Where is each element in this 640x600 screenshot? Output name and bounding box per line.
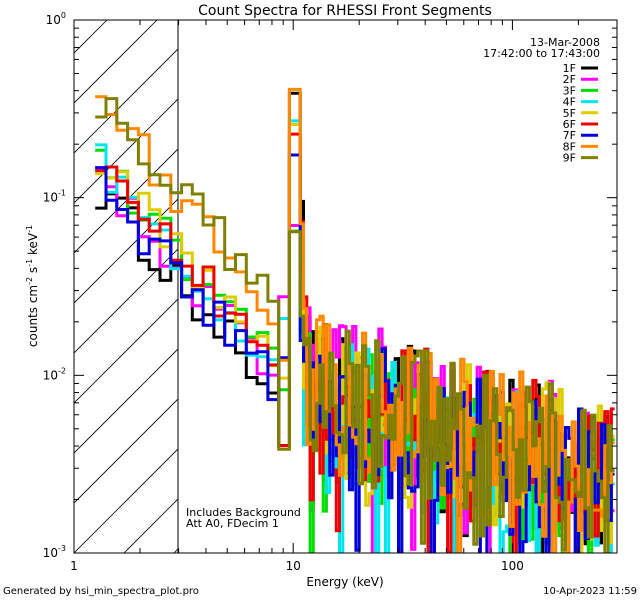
x-axis-label: Energy (keV) [306, 575, 383, 589]
legend-label: 1F [563, 62, 576, 75]
annotation-attenuator: Att A0, FDecim 1 [186, 517, 279, 530]
legend-time-range: 17:42:00 to 17:43:00 [483, 47, 600, 60]
hatch-line [74, 448, 178, 553]
hatch-line [74, 398, 178, 504]
footer-generator: Generated by hsi_min_spectra_plot.pro [3, 586, 199, 597]
y-axis-label-exp1: -2 [25, 277, 34, 285]
hatch-line [624, 20, 640, 553]
series-lines [95, 87, 615, 553]
hatch-line [74, 248, 178, 354]
hatch-line [74, 20, 158, 104]
legend-label: 3F [563, 84, 576, 97]
y-axis-label-base: counts cm [26, 285, 40, 347]
series-9F [95, 97, 615, 553]
y-tick-label: 10-2 [43, 366, 66, 382]
legend-label: 4F [563, 96, 576, 109]
legend-label: 8F [563, 140, 576, 153]
x-axis-ticks: 1 10 100 [70, 20, 618, 573]
legend-label: 2F [563, 73, 576, 86]
footer-timestamp: 10-Apr-2023 11:59 [543, 586, 637, 597]
hatch-line [74, 198, 178, 304]
legend-date: 13-Mar-2008 [530, 36, 600, 49]
x-tick-label: 10 [286, 559, 301, 573]
chart-title: Count Spectra for RHESSI Front Segments [198, 3, 492, 19]
y-axis-label-mid1: s [26, 267, 40, 277]
y-tick-label: 10-1 [43, 189, 66, 205]
y-axis-label-mid2: keV [26, 232, 40, 259]
x-tick-label: 100 [501, 559, 524, 573]
annotation-background: Includes Background [186, 506, 301, 519]
hatch-line [0, 20, 7, 553]
y-axis-label: counts cm-2 s-1 keV-1 [25, 225, 40, 347]
legend-label: 9F [563, 152, 576, 165]
y-tick-label: 100 [46, 11, 66, 27]
y-axis-label-exp2: -1 [25, 259, 34, 267]
y-tick-label: 10-3 [43, 544, 66, 560]
legend-label: 6F [563, 118, 576, 131]
hatch-line [74, 98, 178, 204]
legend-label: 7F [563, 129, 576, 142]
legend-label: 5F [563, 107, 576, 120]
y-axis-label-exp3: -1 [25, 225, 34, 233]
plot-frame [73, 19, 618, 554]
x-tick-label: 1 [70, 559, 78, 573]
y-axis-ticks: 10-3 10-2 10-1 100 [43, 11, 617, 560]
